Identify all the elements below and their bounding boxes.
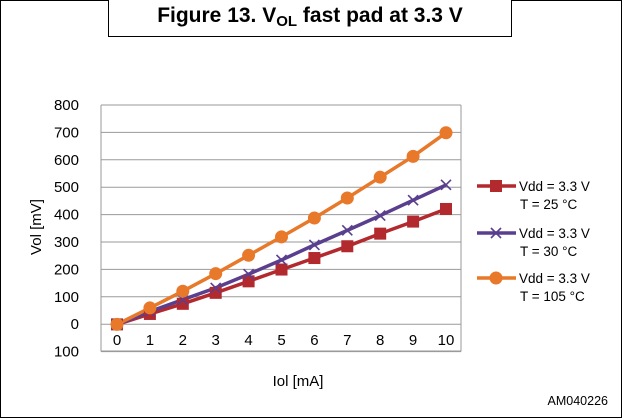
data-point-series-2 xyxy=(407,194,419,206)
x-tick-label: 10 xyxy=(438,332,455,349)
legend-label-1-line2: T = 25 °C xyxy=(520,197,578,212)
y-tick-label: 400 xyxy=(54,207,79,224)
data-point-series-2 xyxy=(440,179,452,191)
data-point-series-1 xyxy=(341,240,354,253)
data-point-series-1 xyxy=(242,275,255,288)
data-point-series-3 xyxy=(373,170,387,184)
y-tick-label: 100 xyxy=(54,289,79,306)
y-tick-label: 200 xyxy=(54,261,79,278)
legend-label-3: Vdd = 3.3 V xyxy=(519,271,590,286)
x-axis-label: Iol [mA] xyxy=(273,373,324,390)
data-point-series-1 xyxy=(176,297,189,310)
data-point-series-3 xyxy=(143,301,157,315)
data-point-series-3 xyxy=(439,126,453,140)
figure-title: Figure 13. VOL fast pad at 3.3 V xyxy=(157,4,463,30)
legend-label-1: Vdd = 3.3 V xyxy=(519,179,590,194)
data-point-series-2 xyxy=(308,239,320,251)
x-tick-label: 0 xyxy=(113,332,121,349)
legend-marker-3 xyxy=(489,271,503,285)
series-line-2 xyxy=(116,183,447,327)
data-point-series-3 xyxy=(176,284,190,298)
legend-label-2: Vdd = 3.3 V xyxy=(519,226,590,241)
y-tick-label: 500 xyxy=(54,179,79,196)
y-tick-label: 100 xyxy=(54,344,79,361)
plot-area-border xyxy=(100,105,462,352)
x-tick-label: 9 xyxy=(409,332,417,349)
data-point-series-1 xyxy=(407,215,420,228)
y-tick-label: 800 xyxy=(54,97,79,114)
data-point-series-3 xyxy=(340,191,354,205)
y-axis-label: Vol [mV] xyxy=(28,199,45,255)
data-point-series-2 xyxy=(341,224,353,236)
y-tick-label: 300 xyxy=(54,234,79,251)
data-point-series-1 xyxy=(440,202,452,215)
x-tick-label: 7 xyxy=(343,332,351,349)
y-tick-label: 600 xyxy=(54,152,79,169)
x-tick-label: 6 xyxy=(310,332,318,349)
data-point-series-3 xyxy=(209,267,223,281)
y-tick-label: 700 xyxy=(54,124,79,141)
data-point-series-3 xyxy=(275,230,288,244)
data-point-series-3 xyxy=(406,149,420,163)
data-point-series-3 xyxy=(307,211,321,225)
data-point-series-3 xyxy=(242,248,256,262)
data-point-series-2 xyxy=(210,282,222,294)
x-tick-label: 5 xyxy=(277,332,285,349)
data-point-series-2 xyxy=(374,209,386,222)
legend-label-3-line2: T = 105 °C xyxy=(520,289,585,304)
data-point-series-2 xyxy=(275,254,288,266)
x-tick-label: 2 xyxy=(179,332,187,349)
data-point-series-2 xyxy=(243,268,255,280)
y-tick-label: 0 xyxy=(71,316,79,333)
legend-marker-2 xyxy=(490,227,502,239)
data-point-series-1 xyxy=(308,252,321,265)
data-point-series-3 xyxy=(110,317,124,331)
data-point-series-1 xyxy=(275,263,288,276)
legend-label-2-line2: T = 30 °C xyxy=(520,244,578,259)
x-tick-label: 3 xyxy=(212,332,220,349)
x-tick-label: 1 xyxy=(146,332,154,349)
legend-marker-1 xyxy=(490,180,502,192)
figure-code: AM040226 xyxy=(548,394,609,408)
title-box: Figure 13. VOL fast pad at 3.3 V xyxy=(108,0,512,37)
x-tick-label: 4 xyxy=(244,332,252,349)
data-point-series-1 xyxy=(374,227,387,240)
x-tick-label: 8 xyxy=(376,332,384,349)
